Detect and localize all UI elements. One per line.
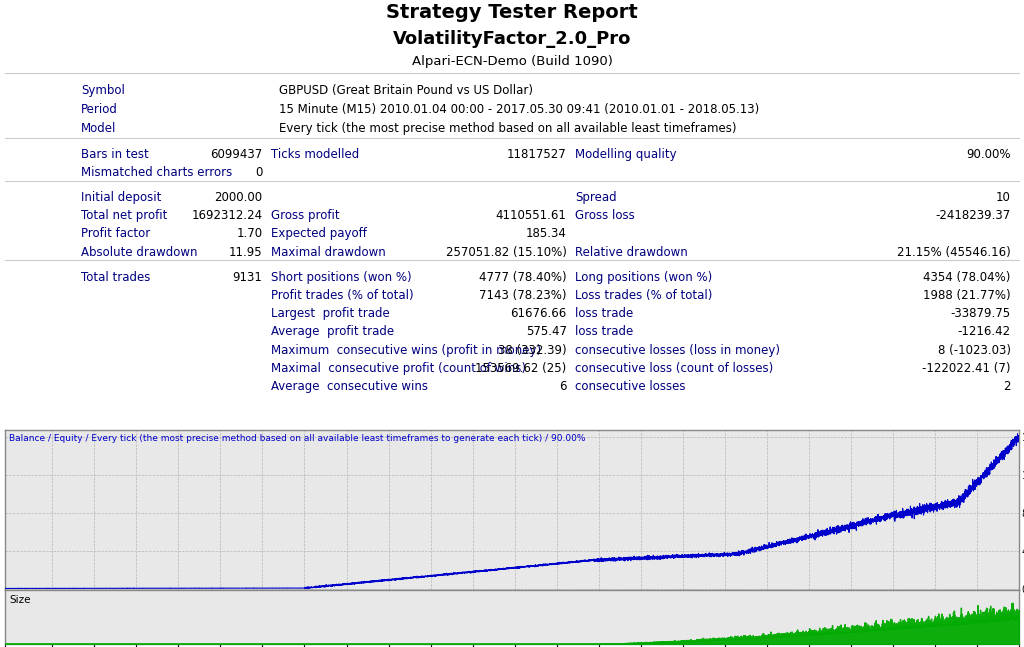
Text: 0: 0 — [255, 166, 262, 179]
Text: 575.47: 575.47 — [525, 325, 566, 338]
Text: GBPUSD (Great Britain Pound vs US Dollar): GBPUSD (Great Britain Pound vs US Dollar… — [279, 84, 532, 97]
Text: Symbol: Symbol — [81, 84, 125, 97]
Text: Bars in test: Bars in test — [81, 148, 148, 161]
Text: 6: 6 — [559, 380, 566, 393]
Text: Size: Size — [9, 595, 31, 605]
Text: Short positions (won %): Short positions (won %) — [270, 270, 412, 283]
Text: Model: Model — [81, 122, 117, 135]
Text: Strategy Tester Report: Strategy Tester Report — [386, 3, 638, 22]
Text: VolatilityFactor_2.0_Pro: VolatilityFactor_2.0_Pro — [393, 30, 631, 48]
Text: 11.95: 11.95 — [229, 246, 262, 259]
Text: 1988 (21.77%): 1988 (21.77%) — [924, 289, 1011, 302]
Text: Long positions (won %): Long positions (won %) — [574, 270, 712, 283]
Text: Expected payoff: Expected payoff — [270, 228, 367, 241]
Text: 4354 (78.04%): 4354 (78.04%) — [924, 270, 1011, 283]
Text: 38 (332.39): 38 (332.39) — [498, 344, 566, 356]
Text: Ticks modelled: Ticks modelled — [270, 148, 359, 161]
Text: -1216.42: -1216.42 — [957, 325, 1011, 338]
Text: 10: 10 — [996, 191, 1011, 204]
Text: Profit trades (% of total): Profit trades (% of total) — [270, 289, 414, 302]
Text: consecutive loss (count of losses): consecutive loss (count of losses) — [574, 362, 773, 375]
Text: 2: 2 — [1004, 380, 1011, 393]
Text: Maximum  consecutive wins (profit in money): Maximum consecutive wins (profit in mone… — [270, 344, 541, 356]
Text: 1692312.24: 1692312.24 — [191, 209, 262, 222]
Text: Alpari-ECN-Demo (Build 1090): Alpari-ECN-Demo (Build 1090) — [412, 56, 612, 69]
Text: 257051.82 (15.10%): 257051.82 (15.10%) — [445, 246, 566, 259]
Text: Mismatched charts errors: Mismatched charts errors — [81, 166, 232, 179]
Text: Average  profit trade: Average profit trade — [270, 325, 394, 338]
Text: consecutive losses: consecutive losses — [574, 380, 685, 393]
Text: Loss trades (% of total): Loss trades (% of total) — [574, 289, 713, 302]
Text: Spread: Spread — [574, 191, 616, 204]
Text: 61676.66: 61676.66 — [511, 307, 566, 320]
Text: Gross loss: Gross loss — [574, 209, 635, 222]
Text: 8 (-1023.03): 8 (-1023.03) — [938, 344, 1011, 356]
Text: consecutive losses (loss in money): consecutive losses (loss in money) — [574, 344, 780, 356]
Text: 4777 (78.40%): 4777 (78.40%) — [479, 270, 566, 283]
Text: Maximal  consecutive profit (count of wins): Maximal consecutive profit (count of win… — [270, 362, 525, 375]
Text: 21.15% (45546.16): 21.15% (45546.16) — [897, 246, 1011, 259]
Text: 2000.00: 2000.00 — [214, 191, 262, 204]
Text: Largest  profit trade: Largest profit trade — [270, 307, 389, 320]
Text: Relative drawdown: Relative drawdown — [574, 246, 687, 259]
Text: 9131: 9131 — [232, 270, 262, 283]
Text: 7143 (78.23%): 7143 (78.23%) — [479, 289, 566, 302]
Text: Modelling quality: Modelling quality — [574, 148, 677, 161]
Text: Gross profit: Gross profit — [270, 209, 339, 222]
Text: 6099437: 6099437 — [210, 148, 262, 161]
Text: -2418239.37: -2418239.37 — [936, 209, 1011, 222]
Text: 90.00%: 90.00% — [967, 148, 1011, 161]
Text: Balance / Equity / Every tick (the most precise method based on all available le: Balance / Equity / Every tick (the most … — [9, 434, 586, 443]
Text: -33879.75: -33879.75 — [950, 307, 1011, 320]
Text: Absolute drawdown: Absolute drawdown — [81, 246, 198, 259]
Text: 185.34: 185.34 — [526, 228, 566, 241]
Text: Profit factor: Profit factor — [81, 228, 151, 241]
Text: 15 Minute (M15) 2010.01.04 00:00 - 2017.05.30 09:41 (2010.01.01 - 2018.05.13): 15 Minute (M15) 2010.01.04 00:00 - 2017.… — [279, 103, 759, 116]
Text: Period: Period — [81, 103, 118, 116]
Text: Every tick (the most precise method based on all available least timeframes): Every tick (the most precise method base… — [279, 122, 736, 135]
Text: Total net profit: Total net profit — [81, 209, 168, 222]
Text: loss trade: loss trade — [574, 307, 633, 320]
Text: loss trade: loss trade — [574, 325, 633, 338]
Text: 1.70: 1.70 — [237, 228, 262, 241]
Text: Maximal drawdown: Maximal drawdown — [270, 246, 385, 259]
Text: Average  consecutive wins: Average consecutive wins — [270, 380, 428, 393]
Text: -122022.41 (7): -122022.41 (7) — [923, 362, 1011, 375]
Text: 11817527: 11817527 — [507, 148, 566, 161]
Text: Total trades: Total trades — [81, 270, 151, 283]
Text: Initial deposit: Initial deposit — [81, 191, 162, 204]
Text: 4110551.61: 4110551.61 — [496, 209, 566, 222]
Text: 153569.62 (25): 153569.62 (25) — [475, 362, 566, 375]
